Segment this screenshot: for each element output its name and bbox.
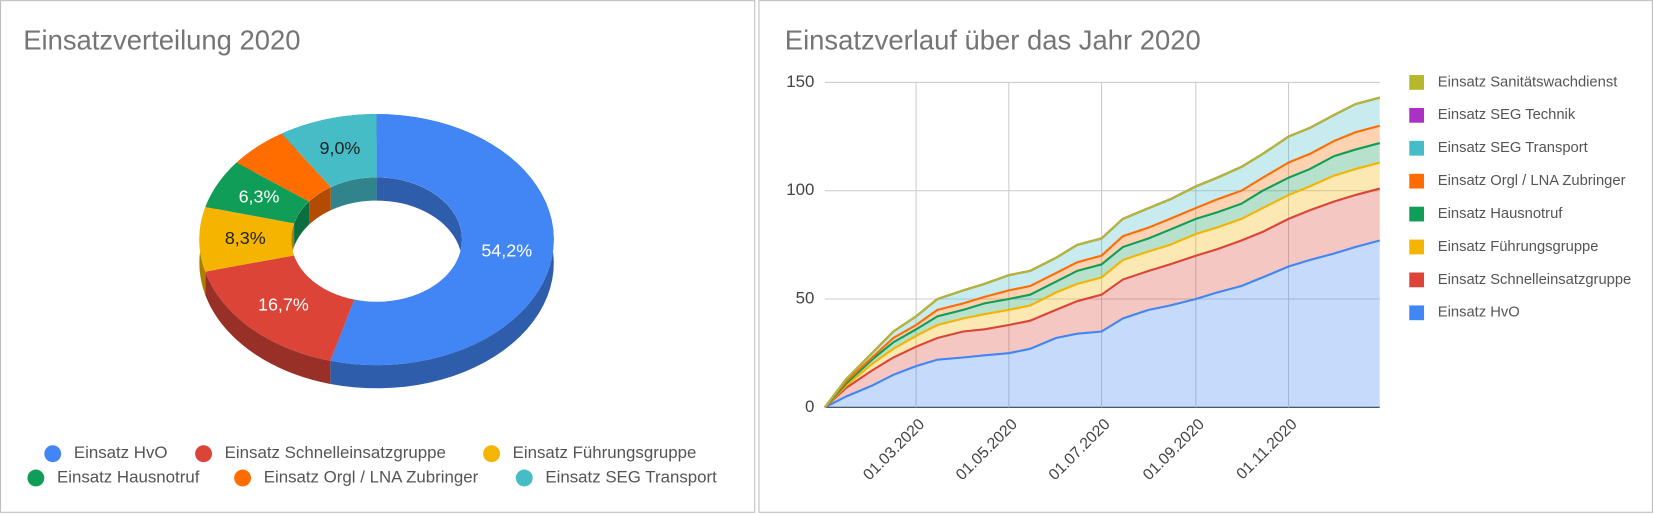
legend-label: Einsatz Führungsgruppe [1438,239,1599,255]
slice-inner-wall [294,201,310,247]
data-label: 54,2% [481,241,532,261]
legend-marker [483,445,500,463]
legend-marker [1409,107,1425,123]
data-label: 8,3% [225,228,266,248]
legend-label: Einsatz Schnelleinsatzgruppe [1438,272,1632,288]
line [824,187,1381,409]
legend-marker [195,445,213,463]
area [824,125,1380,408]
legend-label: Einsatz Führungsgruppe [513,443,697,462]
slice [330,114,554,366]
area [824,97,1380,408]
legend-marker [234,469,252,487]
area [824,188,1380,408]
slice [236,133,331,202]
legend-label: Einsatz Sanitätswachdienst [1438,74,1618,90]
slice-inner-wall [309,187,331,225]
legend-marker [1409,272,1425,288]
legend-marker [1409,206,1425,222]
data-label: 6,3% [239,186,280,206]
chart-title: Einsatzverteilung 2020 [23,25,300,56]
legend-label: Einsatz SEG Transport [545,467,717,486]
legend-marker [1409,140,1425,156]
y-tick-label: 150 [786,72,814,91]
area [824,162,1380,408]
slice [281,114,377,188]
slice-side [205,271,331,384]
data-label: 16,7% [258,295,309,315]
data-label: 9,0% [320,138,361,158]
legend-label: Einsatz Hausnotruf [57,467,200,486]
legend-marker [515,469,533,487]
legend-label: Einsatz HvO [74,443,168,462]
slice [205,255,355,361]
panel-left [0,0,756,513]
legend-label: Einsatz SEG Transport [1438,140,1588,156]
legend-marker [44,445,62,463]
line [824,142,1381,409]
legend-marker [1409,305,1425,321]
area [824,240,1380,408]
legend-label: Einsatz Schnelleinsatzgruppe [225,443,446,462]
line [824,96,1381,408]
line [824,239,1381,409]
legend-label: Einsatz Orgl / LNA Zubringer [1438,173,1626,189]
panel-right [758,0,1653,513]
legend-marker [1409,173,1425,189]
chart-title: Einsatzverlauf über das Jahr 2020 [785,25,1201,56]
line [824,161,1381,409]
legend-label: Einsatz HvO [1438,305,1520,321]
line [824,124,1381,408]
legend-label: Einsatz Orgl / LNA Zubringer [264,467,479,486]
legend-marker [1409,239,1425,255]
y-tick-label: 0 [805,397,814,416]
slice [205,162,310,224]
area [824,143,1380,408]
legend-label: Einsatz Hausnotruf [1438,206,1564,222]
y-tick-label: 50 [796,288,815,307]
legend-label: Einsatz SEG Technik [1438,107,1576,123]
legend-marker [1409,75,1425,90]
slice [199,206,295,272]
y-tick-label: 100 [786,180,814,199]
legend-marker [27,469,45,487]
slice-inner-wall [330,177,377,211]
